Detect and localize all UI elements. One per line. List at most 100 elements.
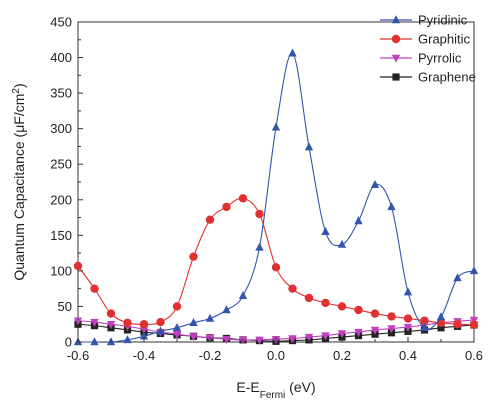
data-point-graphitic: [469, 320, 479, 330]
data-point-pyridinic: [469, 266, 479, 275]
data-point-pyrrolic: [354, 328, 363, 337]
data-point-pyrrolic: [139, 326, 149, 334]
plot-frame: [77, 21, 475, 343]
legend-item-pyridinic: Pyridinic: [380, 13, 468, 28]
data-point-pyridinic: [453, 273, 462, 282]
data-point-pyridinic: [321, 226, 330, 235]
x-tick-label: 0.6: [465, 348, 483, 363]
data-point-pyrrolic: [304, 333, 314, 342]
data-point-graphitic: [106, 309, 116, 318]
legend-marker-pyrrolic: [391, 54, 401, 63]
data-point-graphitic: [255, 209, 264, 219]
legend-label-graphitic: Graphitic: [418, 32, 471, 47]
data-point-graphitic: [387, 312, 396, 321]
data-point-pyridinic: [205, 313, 215, 322]
data-point-graphitic: [337, 302, 347, 311]
series-line-graphitic: [77, 197, 475, 326]
data-point-pyrrolic: [321, 332, 330, 341]
data-point-pyrrolic: [403, 323, 413, 332]
series-pyridinic: [73, 48, 479, 346]
data-point-pyrrolic: [73, 317, 83, 326]
series-layer: [73, 48, 479, 346]
x-tick-label: -0.6: [67, 348, 89, 363]
data-point-pyridinic: [420, 322, 429, 331]
y-tick-label: 400: [50, 50, 72, 65]
data-point-pyridinic: [370, 180, 380, 189]
data-point-pyridinic: [123, 335, 132, 344]
data-point-pyrrolic: [189, 333, 198, 342]
data-point-graphitic: [139, 320, 149, 329]
data-point-graphitic: [370, 309, 380, 318]
legend-marker-pyridinic: [391, 15, 401, 24]
data-point-graphitic: [189, 252, 198, 261]
data-point-graphitic: [238, 194, 248, 203]
x-tick-label: 0.4: [399, 348, 417, 363]
data-point-graphitic: [90, 284, 99, 293]
data-point-pyrrolic: [387, 325, 396, 334]
series-line-pyridinic: [77, 52, 475, 343]
data-point-graphitic: [73, 261, 83, 271]
data-point-pyridinic: [403, 287, 413, 296]
data-point-graphitic: [403, 314, 413, 323]
x-axis-label: E-EFermi (eV): [236, 379, 315, 400]
x-tick-label: -0.4: [133, 348, 155, 363]
data-point-graphitic: [123, 318, 132, 327]
data-point-pyridinic: [139, 331, 149, 340]
data-point-pyridinic: [189, 318, 198, 326]
data-point-pyridinic: [288, 48, 297, 57]
data-point-pyridinic: [304, 142, 314, 151]
data-point-pyrrolic: [90, 318, 99, 327]
data-point-pyridinic: [222, 305, 231, 314]
data-point-graphitic: [156, 317, 165, 327]
tick-layer: -0.6 -0.4 -0.2 0.0 0.2 0.4 0.6 0 50 100 150 200 250 3…: [50, 15, 483, 364]
data-point-graphitic: [354, 305, 363, 315]
legend-label-pyridinic: Pyridinic: [418, 13, 468, 28]
data-point-pyridinic: [337, 239, 347, 248]
data-point-pyridinic: [238, 290, 248, 299]
data-point-graphitic: [205, 215, 215, 224]
data-point-pyrrolic: [255, 336, 264, 345]
data-point-pyridinic: [387, 202, 396, 211]
data-point-pyridinic: [172, 322, 182, 331]
x-tick-label: -0.2: [199, 348, 221, 363]
y-tick-label: 0: [65, 335, 72, 350]
data-point-pyrrolic: [288, 335, 297, 344]
data-point-graphitic: [304, 293, 314, 303]
x-tick-label: 0.2: [333, 348, 351, 363]
data-point-pyridinic: [255, 242, 264, 251]
data-point-graphene: [437, 324, 445, 332]
data-point-pyrrolic: [222, 335, 231, 344]
y-tick-label: 200: [50, 192, 72, 207]
data-point-pyridinic: [156, 326, 165, 335]
data-point-graphitic: [420, 316, 429, 325]
legend-label-pyrrolic: Pyrrolic: [418, 51, 462, 66]
y-axis-label: Quantum Capacitance (μF/cm2): [11, 83, 28, 280]
series-graphitic: [73, 194, 479, 330]
y-tick-label: 150: [50, 228, 72, 243]
data-point-graphitic: [222, 202, 231, 212]
data-point-graphitic: [271, 263, 281, 272]
y-tick-label: 300: [50, 121, 72, 136]
data-point-pyridinic: [436, 312, 446, 321]
data-point-pyrrolic: [172, 330, 182, 339]
data-point-pyrrolic: [370, 326, 380, 335]
legend-label-graphene: Graphene: [418, 70, 476, 85]
y-tick-label: 100: [50, 263, 72, 278]
legend-item-graphitic: Graphitic: [380, 32, 471, 47]
legend-marker-graphene: [392, 73, 400, 81]
data-point-pyrrolic: [337, 330, 347, 339]
data-point-pyrrolic: [106, 321, 116, 330]
y-tick-label: 450: [50, 15, 72, 30]
legend-marker-graphitic: [391, 34, 401, 44]
data-point-pyridinic: [90, 337, 99, 346]
y-tick-label: 250: [50, 157, 72, 172]
data-point-graphitic: [288, 284, 297, 293]
data-point-graphitic: [321, 298, 330, 308]
data-point-graphitic: [453, 320, 462, 329]
legend-item-pyrrolic: Pyrrolic: [380, 51, 462, 66]
legend: Pyridinic Graphitic Pyrrolic Graphene: [380, 13, 476, 85]
data-point-pyridinic: [271, 122, 281, 131]
data-point-pyridinic: [354, 216, 363, 225]
y-tick-label: 350: [50, 86, 72, 101]
